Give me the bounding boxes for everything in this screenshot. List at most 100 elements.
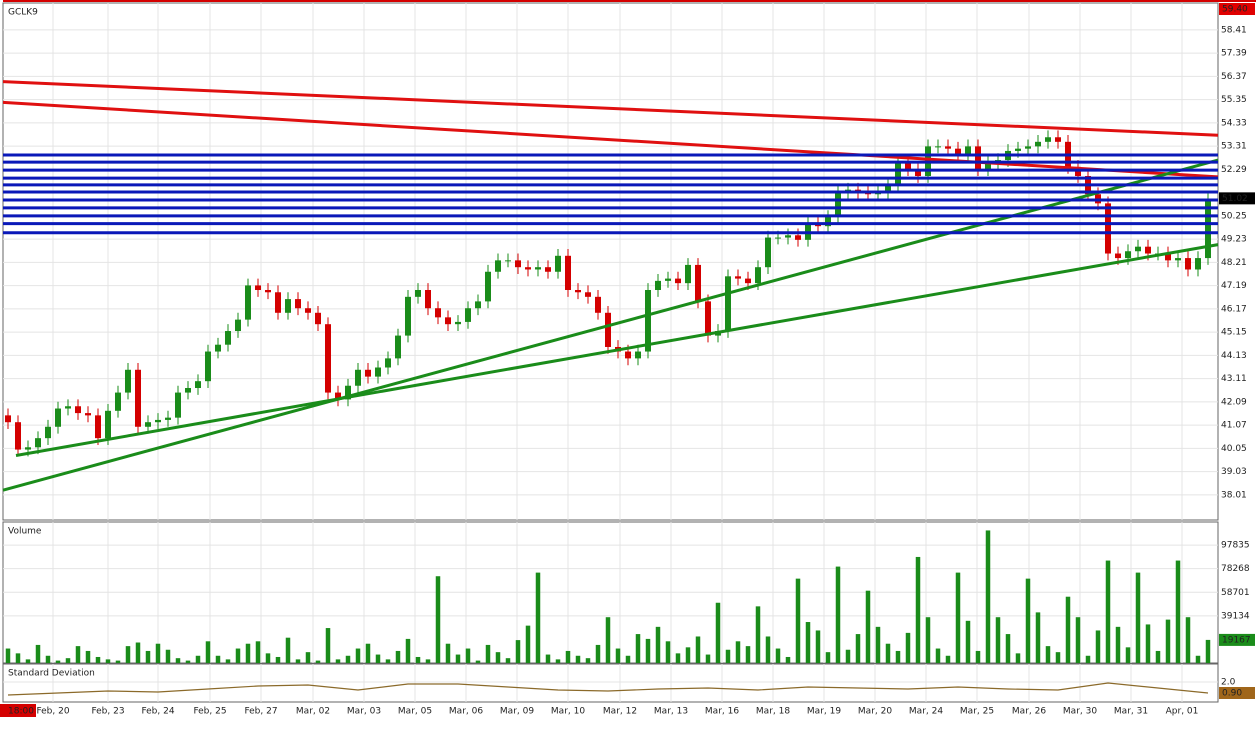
volume-bar — [495, 652, 501, 663]
candle-body — [435, 308, 441, 318]
candle-body — [915, 169, 921, 177]
volume-bar — [195, 655, 201, 663]
volume-bar — [655, 626, 661, 663]
volume-bar — [1085, 655, 1091, 663]
volume-bar — [815, 630, 821, 663]
candle-body — [765, 237, 771, 268]
volume-bar — [275, 656, 281, 663]
x-tick-label: Mar, 10 — [551, 707, 585, 717]
volume-bar — [835, 566, 841, 663]
candle-body — [375, 367, 381, 377]
volume-bar — [325, 628, 331, 663]
volume-bar — [645, 638, 651, 663]
volume-bar — [355, 648, 361, 663]
candle-body — [315, 312, 321, 325]
volume-bar — [1135, 572, 1141, 663]
volume-bar — [935, 648, 941, 663]
volume-bar — [305, 652, 311, 663]
x-tick-label: Mar, 19 — [807, 707, 841, 717]
volume-bar — [1045, 646, 1051, 663]
volume-bar — [765, 636, 771, 663]
candle-body — [645, 289, 651, 352]
candle-body — [895, 162, 901, 186]
candle-body — [1105, 203, 1111, 254]
candle-body — [945, 146, 951, 149]
volume-bar — [295, 659, 301, 663]
panel-frame — [2, 663, 1219, 703]
volume-bar — [855, 634, 861, 663]
candle-body — [145, 422, 151, 427]
x-tick-label: Mar, 02 — [296, 707, 330, 717]
volume-bar — [865, 590, 871, 663]
x-tick-label: Feb, 24 — [141, 707, 174, 717]
volume-bar — [875, 626, 881, 663]
candle-body — [1205, 198, 1211, 259]
y-tick-label: 42.09 — [1221, 397, 1247, 407]
candle-body — [575, 289, 581, 293]
candle-body — [55, 408, 61, 427]
candle-body — [335, 392, 341, 400]
volume-bar — [55, 660, 61, 663]
volume-bar — [1105, 560, 1111, 663]
indicator-line — [7, 682, 1209, 696]
candle-body — [245, 285, 251, 320]
candle-body — [795, 235, 801, 240]
candle-body — [155, 419, 161, 423]
volume-bar — [695, 636, 701, 663]
volume-bar — [1155, 650, 1161, 663]
volume-bar — [805, 622, 811, 663]
candle-body — [345, 385, 351, 400]
volume-bar — [595, 644, 601, 663]
candle-body — [115, 392, 121, 411]
candle-body — [475, 301, 481, 309]
volume-bar — [925, 617, 931, 663]
volume-bar — [1005, 634, 1011, 663]
candle-body — [985, 162, 991, 170]
y-tick-label: 43.11 — [1221, 374, 1247, 384]
volume-bar — [735, 641, 741, 663]
volume-bar — [105, 659, 111, 663]
volume-bar — [255, 641, 261, 663]
volume-bar — [1075, 617, 1081, 663]
candle-body — [265, 289, 271, 293]
candle-body — [935, 146, 941, 148]
panel-title: Volume — [8, 527, 42, 537]
volume-bar — [415, 656, 421, 663]
volume-bar — [1065, 596, 1071, 663]
volume-bar — [1125, 647, 1131, 663]
candle-body — [15, 422, 21, 450]
price-marker — [1219, 192, 1255, 205]
price-marker-label: 59.40 — [1222, 5, 1248, 15]
candle-body — [75, 406, 81, 414]
volume-bar — [995, 617, 1001, 663]
candle-body — [535, 267, 541, 270]
y-tick-label: 53.31 — [1221, 142, 1247, 152]
candle-body — [425, 289, 431, 309]
y-tick-label: 38.01 — [1221, 490, 1247, 500]
x-tick-label: Feb, 27 — [244, 707, 277, 717]
volume-bar — [575, 655, 581, 663]
candle-body — [415, 289, 421, 297]
volume-bar — [5, 648, 11, 663]
candle-body — [595, 296, 601, 313]
volume-bar — [1145, 624, 1151, 663]
x-tick-label: Feb, 25 — [193, 707, 226, 717]
panel-title: GCLK9 — [8, 8, 38, 18]
volume-bar — [205, 641, 211, 663]
volume-bar — [675, 653, 681, 663]
panel: 58.41 57.39 56.37 55.35 54.33 53.31 52.29 50.25… — [2, 2, 1255, 521]
volume-bar — [405, 638, 411, 663]
volume-bar — [1025, 578, 1031, 663]
candle-body — [465, 308, 471, 322]
y-tick-label: 97835 — [1221, 541, 1250, 551]
candle-body — [185, 388, 191, 393]
volume-bar — [85, 650, 91, 663]
candle-body — [515, 260, 521, 268]
x-tick-label: Mar, 16 — [705, 707, 739, 717]
volume-bar — [615, 648, 621, 663]
candle-body — [1055, 137, 1061, 142]
candle-body — [835, 191, 841, 218]
volume-bar — [455, 654, 461, 663]
candle-body — [505, 260, 511, 262]
